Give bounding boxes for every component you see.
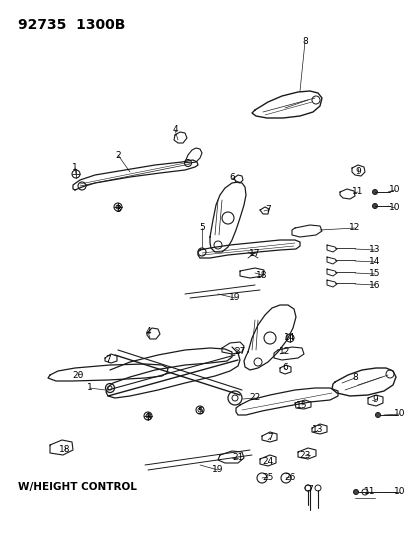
Text: 11: 11	[351, 188, 363, 197]
Text: 23: 23	[299, 450, 310, 459]
Text: 12: 12	[349, 223, 360, 232]
Text: 9: 9	[371, 395, 377, 405]
Text: 7: 7	[264, 206, 270, 214]
Text: W/HEIGHT CONTROL: W/HEIGHT CONTROL	[18, 482, 137, 492]
Text: 4: 4	[172, 125, 177, 134]
Circle shape	[146, 414, 150, 418]
Circle shape	[375, 413, 380, 417]
Text: 15: 15	[296, 400, 307, 409]
Text: 8: 8	[301, 37, 307, 46]
Text: 2: 2	[115, 150, 121, 159]
Text: 20: 20	[72, 370, 83, 379]
Text: 6: 6	[228, 174, 234, 182]
Text: 24: 24	[262, 457, 273, 466]
Text: 18: 18	[256, 271, 267, 279]
Text: 3: 3	[115, 206, 121, 214]
Text: 19: 19	[229, 294, 240, 303]
Text: 21: 21	[232, 454, 243, 463]
Circle shape	[372, 204, 377, 208]
Text: 1: 1	[87, 384, 93, 392]
Text: 14: 14	[284, 334, 295, 343]
Text: 25: 25	[262, 472, 273, 481]
Text: 9: 9	[354, 167, 360, 176]
Text: 5: 5	[197, 408, 202, 416]
Text: 17: 17	[249, 248, 260, 257]
Text: 5: 5	[199, 223, 204, 232]
Text: 7: 7	[105, 356, 111, 365]
Text: 26: 26	[284, 472, 295, 481]
Text: 8: 8	[351, 374, 357, 383]
Text: 15: 15	[368, 270, 380, 279]
Circle shape	[372, 190, 377, 195]
Text: 22: 22	[249, 393, 260, 402]
Circle shape	[353, 489, 358, 495]
Text: 16: 16	[368, 280, 380, 289]
Text: 10: 10	[393, 488, 405, 497]
Text: 18: 18	[59, 446, 71, 455]
Text: 7: 7	[266, 433, 272, 442]
Text: 1: 1	[72, 164, 78, 173]
Text: 19: 19	[212, 465, 223, 474]
Text: 10: 10	[388, 204, 400, 213]
Circle shape	[116, 205, 120, 209]
Text: 3: 3	[145, 414, 150, 423]
Text: 12: 12	[279, 348, 290, 357]
Text: 10: 10	[393, 409, 405, 418]
Text: 11: 11	[363, 488, 375, 497]
Text: 4: 4	[145, 327, 150, 336]
Text: 14: 14	[368, 257, 380, 266]
Text: 13: 13	[368, 246, 380, 254]
Text: 6: 6	[281, 364, 287, 373]
Text: 13: 13	[311, 425, 323, 434]
Text: 7: 7	[306, 486, 312, 495]
Text: 27: 27	[234, 348, 245, 357]
Text: 10: 10	[388, 185, 400, 195]
Text: 92735  1300B: 92735 1300B	[18, 18, 125, 32]
